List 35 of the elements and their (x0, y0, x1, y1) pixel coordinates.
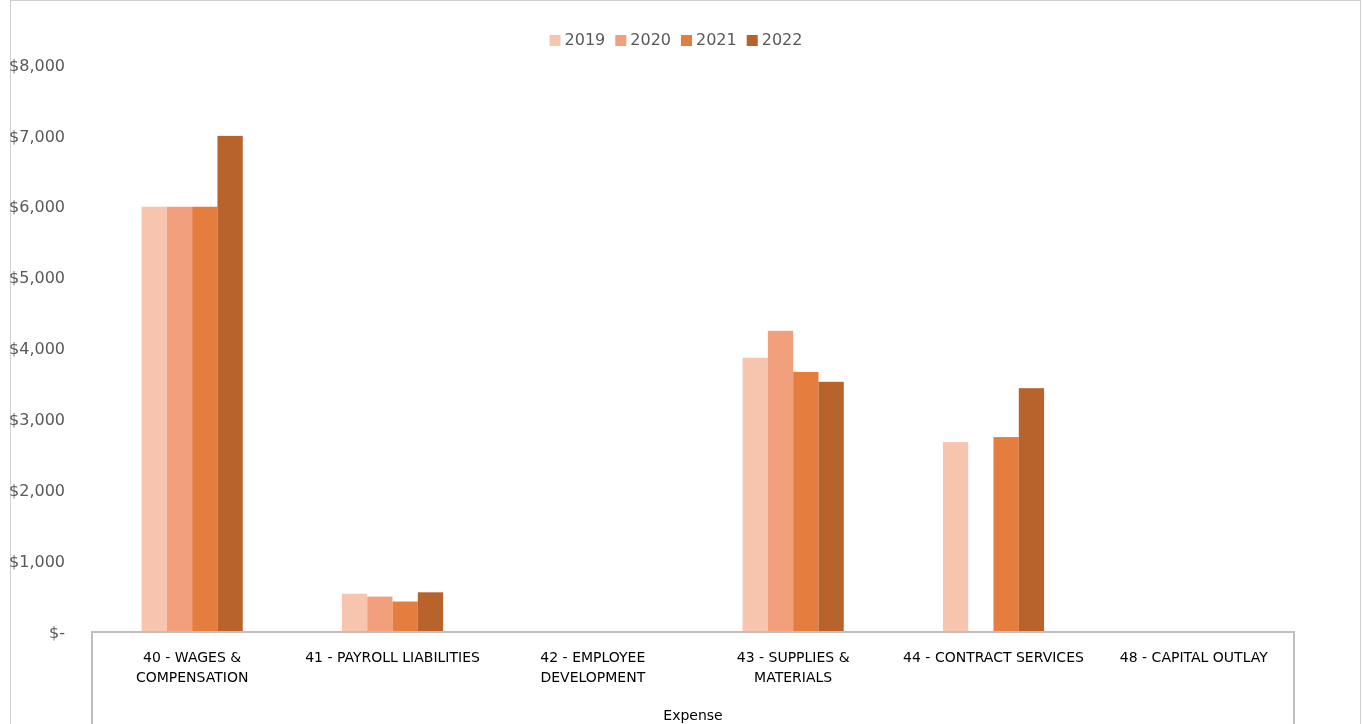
y-tick-label: $8,000 (9, 55, 65, 75)
bar (166, 206, 193, 632)
bar (942, 442, 969, 632)
x-tick-label: 40 - WAGES & COMPENSATION (135, 649, 249, 685)
bar (818, 381, 844, 632)
x-tick-label: 41 - PAYROLL LIABILITIES (305, 649, 480, 665)
y-tick-label: $7,000 (9, 126, 65, 146)
y-tick-label: $1,000 (9, 551, 65, 571)
legend-label: 2020 (630, 30, 671, 49)
bar (192, 206, 218, 632)
x-tick-label: 44 - CONTRACT SERVICES (903, 649, 1084, 665)
legend-label: 2022 (761, 30, 803, 49)
bar (767, 330, 794, 632)
x-tick-label: 43 - SUPPLIES & MATERIALS (736, 649, 850, 685)
y-tick-label: $4,000 (9, 339, 65, 359)
x-tick-label: 48 - CAPITAL OUTLAY (1119, 649, 1269, 665)
bar (367, 596, 393, 632)
bar (341, 593, 368, 632)
legend-label: 2021 (696, 30, 737, 49)
bar (993, 437, 1019, 632)
y-tick-label: $3,000 (9, 409, 65, 429)
bar (417, 592, 444, 632)
legend-label: 2019 (564, 30, 606, 49)
bar (217, 135, 243, 632)
y-tick-label: $- (49, 622, 65, 642)
y-tick-label: $5,000 (9, 268, 65, 288)
x-tick-label: 42 - EMPLOYEE DEVELOPMENT (540, 649, 646, 685)
bar (1018, 388, 1045, 632)
bar (793, 371, 819, 632)
y-tick-label: $6,000 (9, 197, 65, 217)
bar (742, 357, 768, 632)
x-axis-title: Expense (663, 707, 723, 723)
y-tick-label: $2,000 (9, 480, 65, 500)
bar (141, 206, 167, 632)
bar (392, 601, 418, 632)
